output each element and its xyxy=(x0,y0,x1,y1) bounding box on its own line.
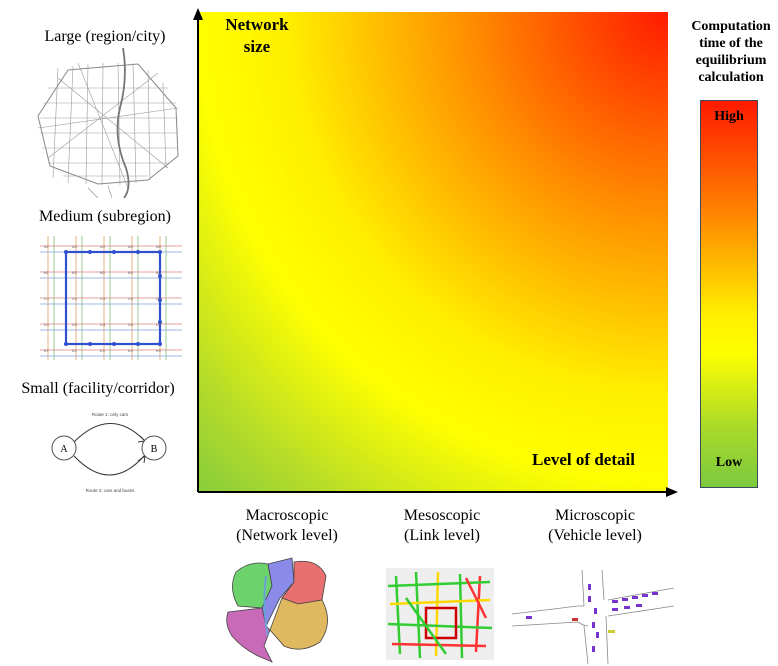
grid-cell-label: B2 xyxy=(72,270,78,275)
grid-cell-label: A4 xyxy=(128,244,134,249)
grid-cell-label: C1 xyxy=(44,296,50,301)
label-macroscopic: Macroscopic (Network level) xyxy=(236,507,338,544)
grid-cell-label: C3 xyxy=(100,296,106,301)
route1-label: Route 1: only cars xyxy=(92,412,129,417)
label-microscopic: Microscopic (Vehicle level) xyxy=(548,507,642,544)
grid-cell-label: B3 xyxy=(100,270,106,275)
grid-cell-label: B4 xyxy=(128,270,134,275)
macroscopic-region-map xyxy=(226,557,328,663)
grid-cell-label: A2 xyxy=(72,244,78,249)
grid-cell-label: A5 xyxy=(156,244,162,249)
axes xyxy=(193,8,678,497)
node-b-label: B xyxy=(151,444,158,455)
grid-cell-label: C4 xyxy=(128,296,134,301)
grid-cell-label: E2 xyxy=(72,348,78,353)
computation-time-scale-bar: High Low xyxy=(700,100,758,488)
two-route-graph-illustration: Route 1: only cars A B Route 2: cars and… xyxy=(51,412,167,493)
city-map-illustration xyxy=(37,48,179,198)
grid-cell-label: D3 xyxy=(100,322,106,327)
microscopic-intersection xyxy=(512,570,674,664)
mesoscopic-link-map xyxy=(386,568,494,660)
scale-high-label: High xyxy=(714,109,744,124)
label-mesoscopic: Mesoscopic (Link level) xyxy=(403,507,481,544)
x-axis-arrow-icon xyxy=(666,487,678,497)
label-small-network: Small (facility/corridor) xyxy=(21,380,175,397)
grid-cell-label: B1 xyxy=(44,270,50,275)
grid-cell-label: C5 xyxy=(156,296,162,301)
grid-cell-label: D2 xyxy=(72,322,78,327)
scale-title: Computation time of the equilibrium calc… xyxy=(691,19,771,85)
scale-low-label: Low xyxy=(715,455,743,470)
y-axis-label: Network size xyxy=(225,15,289,56)
grid-cell-label: E3 xyxy=(100,348,106,353)
grid-cell-label: A3 xyxy=(100,244,106,249)
complexity-heatmap xyxy=(198,12,668,492)
grid-cell-label: C2 xyxy=(72,296,78,301)
grid-network-illustration: A1 A2 A3 A4 A5 B1 B2 B3 B4 B5 C1 C2 C3 C4 C5 D1 D2 D3 D4 D5… xyxy=(40,236,182,360)
y-axis-arrow-icon xyxy=(193,8,203,20)
grid-cell-label: E4 xyxy=(128,348,134,353)
grid-cell-label: E5 xyxy=(156,348,162,353)
grid-cell-label: D4 xyxy=(128,322,134,327)
label-medium-network: Medium (subregion) xyxy=(39,208,171,225)
node-b xyxy=(141,435,167,461)
grid-cell-label: D5 xyxy=(156,322,162,327)
grid-cell-label: D1 xyxy=(44,322,50,327)
label-large-network: Large (region/city) xyxy=(44,28,166,45)
grid-cell-label: A1 xyxy=(44,244,50,249)
grid-cell-label: B5 xyxy=(156,270,162,275)
route2-label: Route 2: cars and buses xyxy=(86,488,136,493)
grid-cell-label: E1 xyxy=(44,348,50,353)
x-axis-label: Level of detail xyxy=(532,450,635,469)
node-a xyxy=(51,435,77,461)
node-a-label: A xyxy=(60,444,68,455)
